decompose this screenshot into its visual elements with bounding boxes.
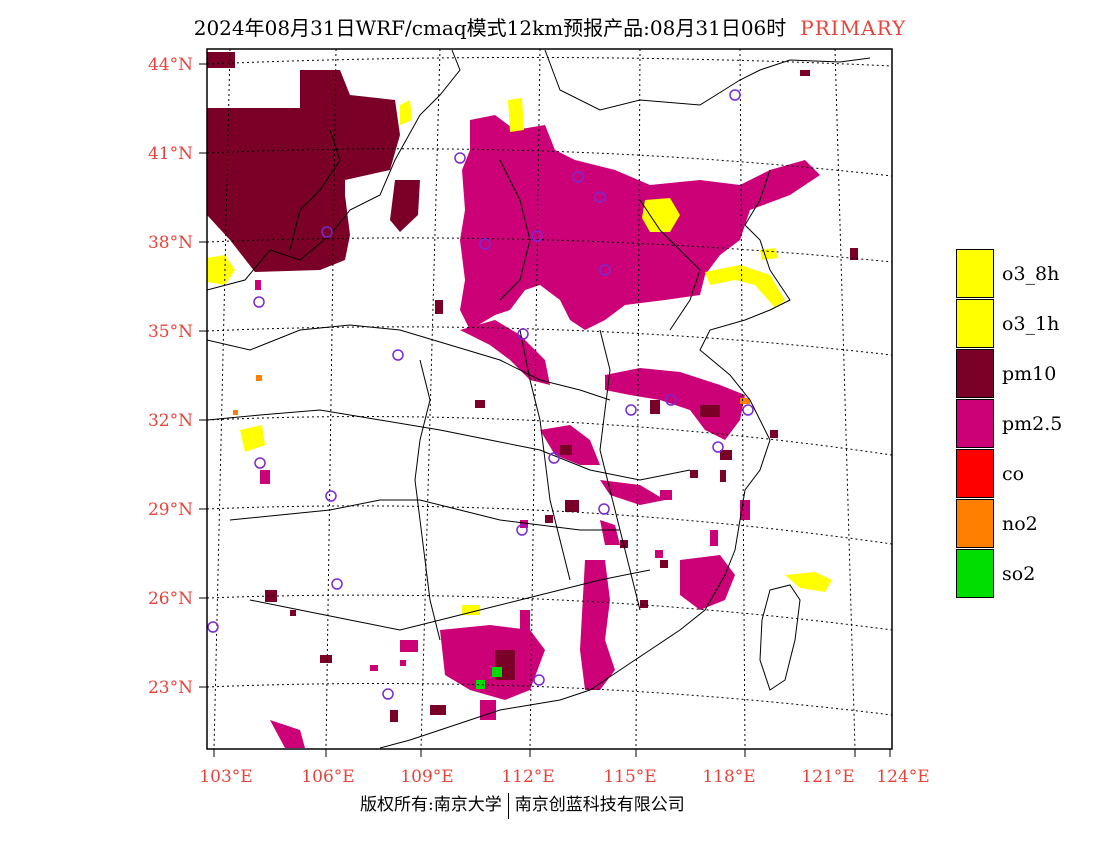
o3-region-hebei	[642, 198, 680, 232]
legend-label: no2	[1002, 513, 1038, 535]
legend-swatch	[956, 549, 994, 598]
lon-label-115: 115°E	[603, 767, 656, 787]
pm25-region-fujian-coast	[680, 555, 735, 610]
graticule	[207, 49, 892, 749]
copyright-left: 版权所有:南京大学	[360, 795, 502, 815]
legend-label: co	[1002, 463, 1025, 485]
lon-label-118: 118°E	[702, 767, 755, 787]
legend-item-pm25: pm2.5	[956, 399, 1086, 449]
o3-region-sichuan	[240, 425, 265, 452]
legend-swatch	[956, 299, 994, 348]
o3-region-bohai	[760, 248, 778, 260]
legend-swatch	[956, 449, 994, 498]
pm25-region-guangxi	[440, 625, 545, 700]
lon-label-106: 106°E	[301, 767, 354, 787]
o3-region-west	[207, 255, 235, 285]
lon-label-121: 121°E	[801, 767, 854, 787]
pm10-scattered-cells	[265, 70, 858, 722]
pm25-region-southwest-tip	[270, 720, 305, 748]
lat-label-41: 41°N	[148, 144, 193, 164]
legend-item-o3-8h: o3_8h	[956, 249, 1086, 299]
legend-swatch	[956, 499, 994, 548]
title-main: 2024年08月31日WRF/cmaq模式12km预报产品:08月31日06时	[193, 16, 787, 40]
legend-swatch	[956, 399, 994, 448]
legend-swatch	[956, 249, 994, 298]
pm25-region-guangdong	[580, 560, 615, 690]
pm25-region-north-china	[460, 115, 820, 330]
chart-title: 2024年08月31日WRF/cmaq模式12km预报产品:08月31日06时 P…	[0, 12, 1100, 41]
lon-label-103: 103°E	[199, 767, 252, 787]
pm25-region-jiangxi	[600, 480, 665, 505]
legend-label: o3_8h	[1002, 263, 1060, 285]
lat-label-32: 32°N	[148, 411, 193, 431]
footer-separator	[507, 792, 509, 819]
lat-label-29: 29°N	[148, 500, 193, 520]
o3-region-guangxi	[462, 605, 480, 615]
lon-ticks	[213, 749, 891, 757]
pm10-region-north-edge	[207, 52, 235, 68]
legend: o3_8h o3_1h pm10 pm2.5 co no2 so2	[956, 249, 1086, 599]
so2-cells	[476, 667, 502, 689]
lat-label-38: 38°N	[148, 233, 193, 253]
pm10-region-northwest	[207, 70, 400, 272]
legend-label: o3_1h	[1002, 313, 1060, 335]
lat-label-26: 26°N	[148, 589, 193, 609]
boundary-lines	[207, 49, 871, 749]
legend-item-o3-1h: o3_1h	[956, 299, 1086, 349]
pm25-region-hubei	[600, 520, 620, 545]
copyright-right: 南京创蓝科技有限公司	[514, 795, 685, 815]
legend-item-co: co	[956, 449, 1086, 499]
no2-cells	[233, 375, 750, 415]
lon-label-124: 124°E	[876, 767, 929, 787]
lon-label-109: 109°E	[400, 767, 453, 787]
copyright-footer: 版权所有:南京大学 南京创蓝科技有限公司	[360, 790, 685, 819]
title-tag: PRIMARY	[800, 16, 907, 40]
lat-label-23: 23°N	[148, 678, 193, 698]
lat-label-35: 35°N	[148, 322, 193, 342]
lon-label-112: 112°E	[501, 767, 554, 787]
legend-label: so2	[1002, 563, 1036, 585]
o3-region-taiwan-strait	[785, 572, 832, 592]
legend-item-pm10: pm10	[956, 349, 1086, 399]
lat-ticks	[199, 63, 207, 688]
legend-swatch	[956, 349, 994, 398]
o3-region-shandong-arc	[705, 265, 785, 308]
station-markers	[207, 89, 754, 700]
legend-item-so2: so2	[956, 549, 1086, 599]
legend-label: pm10	[1002, 363, 1057, 385]
legend-item-no2: no2	[956, 499, 1086, 549]
pm10-region-northwest-2	[390, 180, 420, 232]
legend-label: pm2.5	[1002, 413, 1063, 435]
map-frame	[206, 48, 893, 750]
o3-region-north-1	[400, 100, 412, 125]
lat-label-44: 44°N	[148, 55, 193, 75]
o3-region-north-2	[508, 98, 524, 132]
